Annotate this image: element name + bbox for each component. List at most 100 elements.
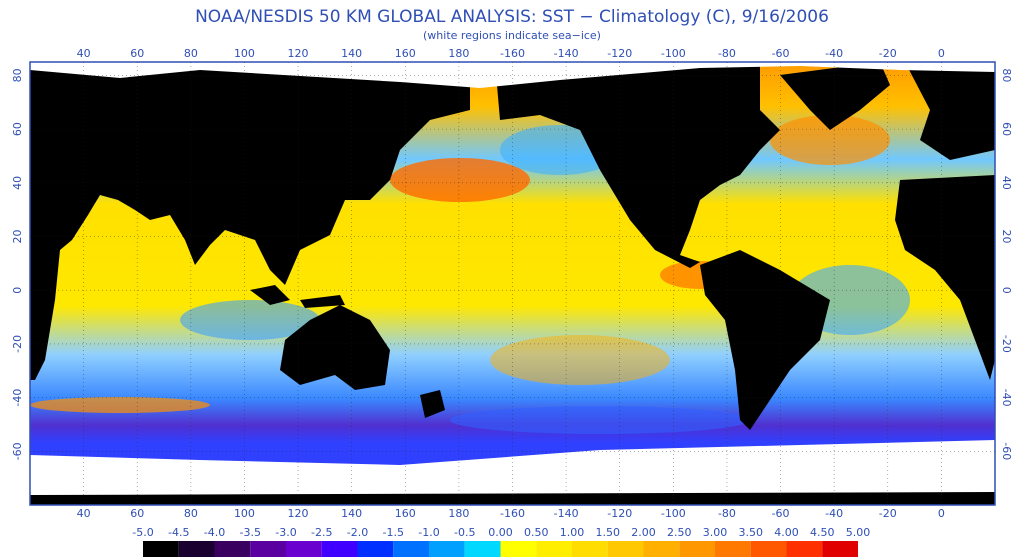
eurasia-africa <box>30 62 470 380</box>
y-tick-label: 20 <box>1000 230 1013 244</box>
island <box>300 295 345 308</box>
y-tick-label: -20 <box>1000 335 1013 353</box>
x-tick-label: -60 <box>772 47 790 60</box>
colorbar-label: 4.50 <box>810 526 835 539</box>
x-tick-label: -120 <box>607 507 632 520</box>
y-tick-label: 80 <box>11 68 24 82</box>
x-tick-label: -140 <box>554 507 579 520</box>
anomaly-patch <box>180 300 320 340</box>
y-tick-label: 0 <box>1000 287 1013 294</box>
x-tick-label: 120 <box>288 47 309 60</box>
anomaly-patch <box>490 335 670 385</box>
x-tick-label: -20 <box>879 507 897 520</box>
x-tick-label: 160 <box>395 507 416 520</box>
colorbar-swatch <box>464 541 501 557</box>
anomaly-patch <box>770 115 890 165</box>
colorbar-swatch <box>500 541 537 557</box>
colorbar-label: -4.0 <box>204 526 225 539</box>
x-tick-label: -80 <box>718 47 736 60</box>
colorbar-swatch <box>715 541 751 557</box>
x-tick-label: -100 <box>661 507 686 520</box>
map-field <box>30 62 995 505</box>
x-tick-label: 100 <box>234 507 255 520</box>
colorbar-label: 1.00 <box>560 526 585 539</box>
anomaly-patch <box>30 397 210 413</box>
colorbar-label: 2.00 <box>631 526 656 539</box>
island <box>250 285 290 305</box>
colorbar-label: 1.50 <box>596 526 621 539</box>
colorbar-swatch <box>286 541 322 557</box>
europe <box>905 62 995 160</box>
colorbar-label: 3.50 <box>739 526 764 539</box>
colorbar-label: -2.5 <box>311 526 332 539</box>
x-tick-label: -20 <box>879 47 897 60</box>
colorbar-label: -5.0 <box>132 526 153 539</box>
x-tick-label: -40 <box>825 47 843 60</box>
y-tick-label: 80 <box>1000 68 1013 82</box>
y-tick-label: -40 <box>1000 389 1013 407</box>
colorbar-label: 5.00 <box>846 526 871 539</box>
colorbar-label: -4.5 <box>168 526 189 539</box>
colorbar-swatch <box>679 541 715 557</box>
x-tick-label: 180 <box>448 47 469 60</box>
x-tick-label: 140 <box>341 47 362 60</box>
y-tick-label: -60 <box>1000 442 1013 460</box>
y-tick-label: -40 <box>11 389 24 407</box>
x-tick-label: -100 <box>661 47 686 60</box>
x-tick-label: -60 <box>772 507 790 520</box>
x-tick-label: 40 <box>77 507 91 520</box>
colorbar-swatch <box>178 541 215 557</box>
colorbar-swatch <box>321 541 358 557</box>
x-tick-label: 100 <box>234 47 255 60</box>
south-america <box>700 250 830 430</box>
x-tick-label: -140 <box>554 47 579 60</box>
colorbar-swatch <box>214 541 251 557</box>
x-tick-label: 80 <box>184 507 198 520</box>
colorbar-label: 4.00 <box>774 526 799 539</box>
y-tick-label: 0 <box>11 287 24 294</box>
x-tick-label: 60 <box>130 47 144 60</box>
y-tick-label: 40 <box>11 176 24 190</box>
x-tick-label: 160 <box>395 47 416 60</box>
land <box>30 62 995 505</box>
x-tick-label: 180 <box>448 507 469 520</box>
x-tick-label: -160 <box>500 507 525 520</box>
x-tick-label: 120 <box>288 507 309 520</box>
colorbar-swatch <box>572 541 608 557</box>
x-tick-label: -40 <box>825 507 843 520</box>
colorbar-swatch <box>250 541 286 557</box>
colorbar-swatch <box>786 541 823 557</box>
anomaly-patch <box>450 406 750 434</box>
colorbar-swatch <box>643 541 680 557</box>
colorbar-swatch <box>429 541 465 557</box>
x-tick-label: 140 <box>341 507 362 520</box>
y-tick-label: 60 <box>11 122 24 136</box>
colorbar-swatch <box>393 541 429 557</box>
y-tick-label: 40 <box>1000 176 1013 190</box>
x-tick-label: 0 <box>938 507 945 520</box>
colorbar-label: 2.50 <box>667 526 692 539</box>
x-tick-label: 40 <box>77 47 91 60</box>
colorbar-label: -2.0 <box>347 526 368 539</box>
sea-ice <box>30 440 995 495</box>
greenland <box>780 62 890 130</box>
y-tick-label: -20 <box>11 335 24 353</box>
x-tick-label: 0 <box>938 47 945 60</box>
anomaly-patch <box>390 158 530 202</box>
y-tick-label: -60 <box>11 442 24 460</box>
colorbar-swatch <box>357 541 394 557</box>
x-tick-label: 60 <box>130 507 144 520</box>
colorbar-label: -3.5 <box>240 526 261 539</box>
colorbar-label: 0.50 <box>524 526 549 539</box>
x-tick-label: 80 <box>184 47 198 60</box>
australia <box>280 305 390 390</box>
colorbar-label: 0.00 <box>488 526 513 539</box>
x-tick-label: -160 <box>500 47 525 60</box>
y-tick-label: 60 <box>1000 122 1013 136</box>
x-tick-label: -120 <box>607 47 632 60</box>
y-tick-label: 20 <box>11 230 24 244</box>
title: NOAA/NESDIS 50 KM GLOBAL ANALYSIS: SST −… <box>195 7 829 27</box>
colorbar-swatch <box>607 541 644 557</box>
colorbar-label: -3.0 <box>275 526 296 539</box>
